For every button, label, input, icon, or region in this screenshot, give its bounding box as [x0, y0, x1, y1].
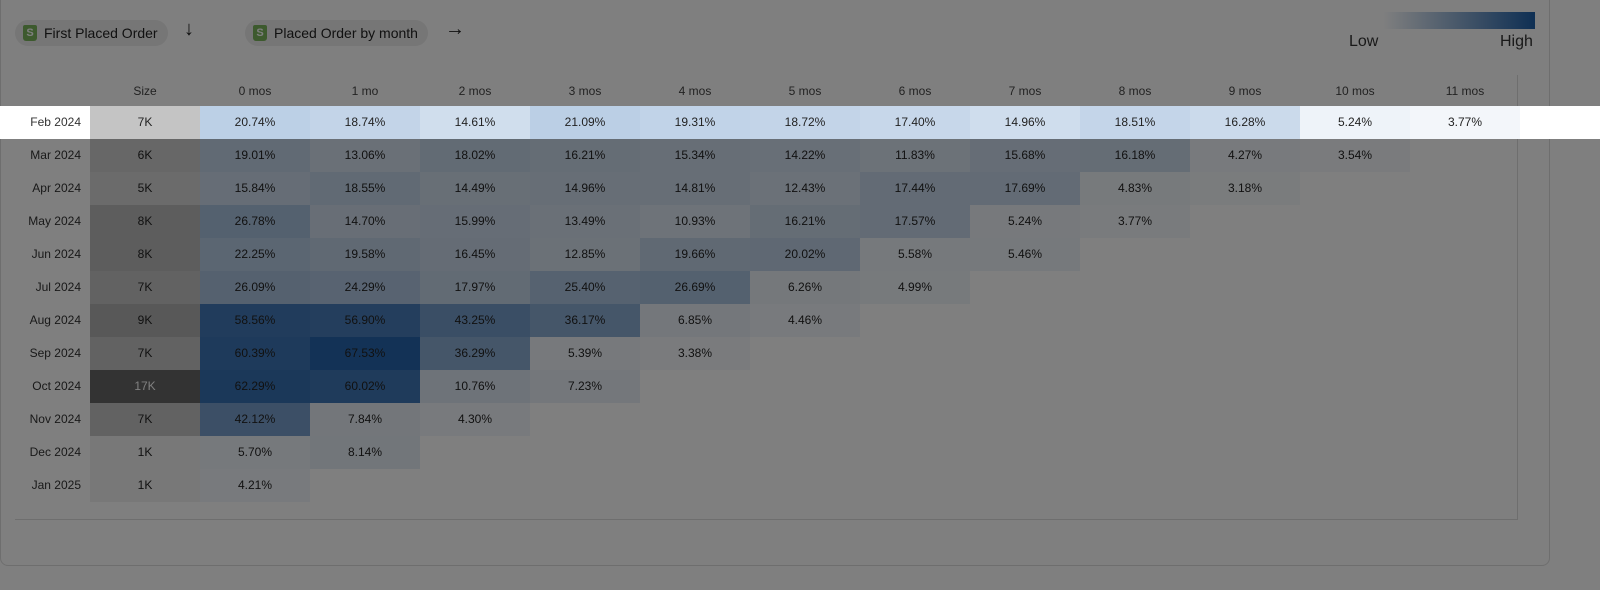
table-row[interactable]: Feb 2024 7K 20.74% 18.74% 14.61% 21.09% 19.31%… [0, 106, 1600, 139]
retention-cell[interactable]: 14.61% [420, 106, 530, 139]
retention-cell[interactable]: 14.96% [970, 106, 1080, 139]
size-cell: 7K [90, 106, 200, 139]
retention-cell[interactable]: 16.28% [1190, 106, 1300, 139]
retention-cell[interactable]: 20.74% [200, 106, 310, 139]
retention-cell[interactable]: 5.24% [1300, 106, 1410, 139]
retention-cell[interactable]: 19.31% [640, 106, 750, 139]
retention-cell[interactable]: 18.74% [310, 106, 420, 139]
retention-cell[interactable]: 18.51% [1080, 106, 1190, 139]
retention-cell[interactable]: 21.09% [530, 106, 640, 139]
retention-cell[interactable]: 18.72% [750, 106, 860, 139]
retention-cell[interactable]: 3.77% [1410, 106, 1520, 139]
retention-cell[interactable]: 17.40% [860, 106, 970, 139]
cohort-label: Feb 2024 [30, 115, 81, 129]
